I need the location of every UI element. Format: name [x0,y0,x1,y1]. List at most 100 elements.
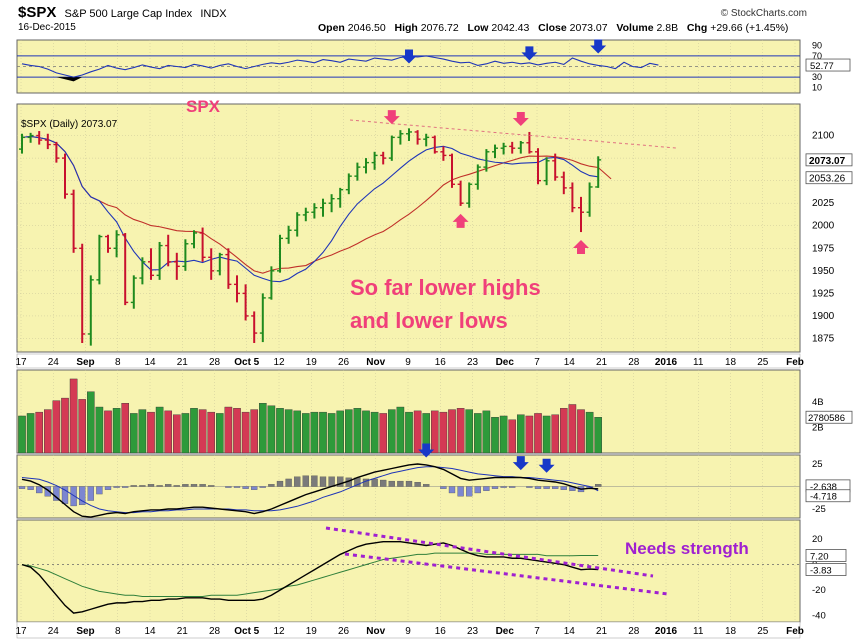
x-tick-label-bottom: 2016 [655,626,678,637]
ma-fast-line [21,135,599,283]
note-lower-lows: and lower lows [350,308,508,333]
macd-histogram-bar [122,486,129,488]
x-tick-label: Oct 5 [234,357,259,368]
macd-histogram-bar [302,475,309,487]
indicator-current-label: -3.83 [810,566,832,577]
ticker: $SPX [18,4,57,21]
price-y-tick: 2100 [812,131,835,142]
brand-watermark: © StockCharts.com [720,8,807,19]
macd-histogram-bar [405,480,413,487]
needs-strength-note: Needs strength [625,539,749,558]
volume-bar [276,408,284,454]
x-tick-label-bottom: 16 [435,626,447,637]
macd-histogram-bar [139,485,146,487]
volume-bar [129,413,138,454]
volume-bar [310,411,319,454]
x-tick-label-bottom: 23 [467,626,479,637]
volume-bar [172,414,181,454]
price-y-tick: 1900 [812,311,835,322]
rsi-y-tick: 30 [812,72,822,82]
macd-histogram-bar [268,484,275,487]
macd-histogram-bar [44,486,51,497]
macd-histogram-bar [96,486,103,495]
volume-bar [345,409,353,454]
panel-price-background [16,103,801,353]
macd-y-tick: 25 [812,459,823,470]
volume-bar [431,410,439,454]
x-tick-label-bottom: 14 [564,626,576,637]
x-tick-label: 16 [435,357,447,368]
chart-date: 16-Dec-2015 [18,22,76,33]
x-tick-label-bottom: 19 [306,626,318,637]
price-y-tick: 1950 [812,266,835,277]
volume-current-label: 2780586 [808,413,845,424]
x-tick-label-bottom: 7 [534,626,540,637]
volume-bar [155,406,164,454]
volume-bar [190,408,198,454]
macd-histogram-bar [242,486,249,489]
x-tick-label: 7 [534,357,540,368]
volume-bar [379,413,388,454]
macd-histogram-bar [371,478,378,487]
x-tick-label-bottom: 18 [725,626,737,637]
macd-histogram-bar [233,486,241,488]
low-value: 2042.43 [491,22,530,34]
volume-bar [413,410,422,454]
volume-y-tick: 4B [812,397,824,408]
macd-histogram-bar [414,482,421,487]
macd-histogram-bar [259,486,266,488]
volume-bar [215,413,224,454]
macd-histogram-bar [319,476,327,487]
volume-bar [319,411,327,454]
macd-histogram-bar [491,486,499,489]
indicator-y-tick: -40 [812,611,826,622]
macd-histogram-bar [423,484,430,487]
macd-histogram-bar [543,486,550,489]
volume-bar [594,417,602,454]
x-tick-label: 24 [48,357,60,368]
macd-histogram-bar [208,485,215,487]
x-tick-label-bottom: 14 [144,626,156,637]
open-label: Open [318,22,345,34]
macd-histogram-bar [199,484,206,487]
x-tick-label-bottom: Dec [496,626,515,637]
volume-bar [284,409,293,454]
x-tick-label: 14 [144,357,156,368]
macd-histogram-bar [328,476,335,487]
volume-bar [396,406,405,454]
macd-histogram-bar [36,486,43,494]
macd-histogram-bar [130,485,137,487]
volume-bar [482,410,491,454]
rsi-blue-arrow [401,49,417,64]
volume-bar [61,397,69,454]
volume-bar [517,414,525,454]
volume-bar [534,413,542,454]
macd-histogram-bar [276,480,284,487]
volume-bar [353,408,362,454]
macd-histogram-bar [509,486,516,488]
volume-bar [439,411,448,454]
volume-bar [362,410,370,454]
macd-histogram-bar [397,480,404,487]
x-tick-label-bottom: 11 [693,626,704,637]
macd-histogram-bar [337,476,344,487]
macd-histogram-bar [156,485,163,487]
volume-bar [121,403,129,454]
spx-annotation: SPX [186,97,221,116]
x-tick-label: 28 [628,357,640,368]
volume-bar [164,410,173,454]
macd-histogram-bar [173,485,180,487]
macd-histogram-bar [27,486,34,490]
note-lower-highs: So far lower highs [350,275,541,300]
x-tick-label-bottom: 28 [628,626,640,637]
volume-bar [78,399,86,454]
indicator-y-tick: -20 [812,585,826,596]
price-current-label: 2053.26 [809,174,846,185]
volume-bar [448,409,456,454]
indicator-current-label: 7.20 [810,551,829,562]
pink-arrow-up [452,213,469,228]
macd-histogram-bar [457,486,464,497]
volume-bar [198,409,207,454]
open-value: 2046.50 [347,22,386,34]
macd-histogram-bar [79,486,86,506]
